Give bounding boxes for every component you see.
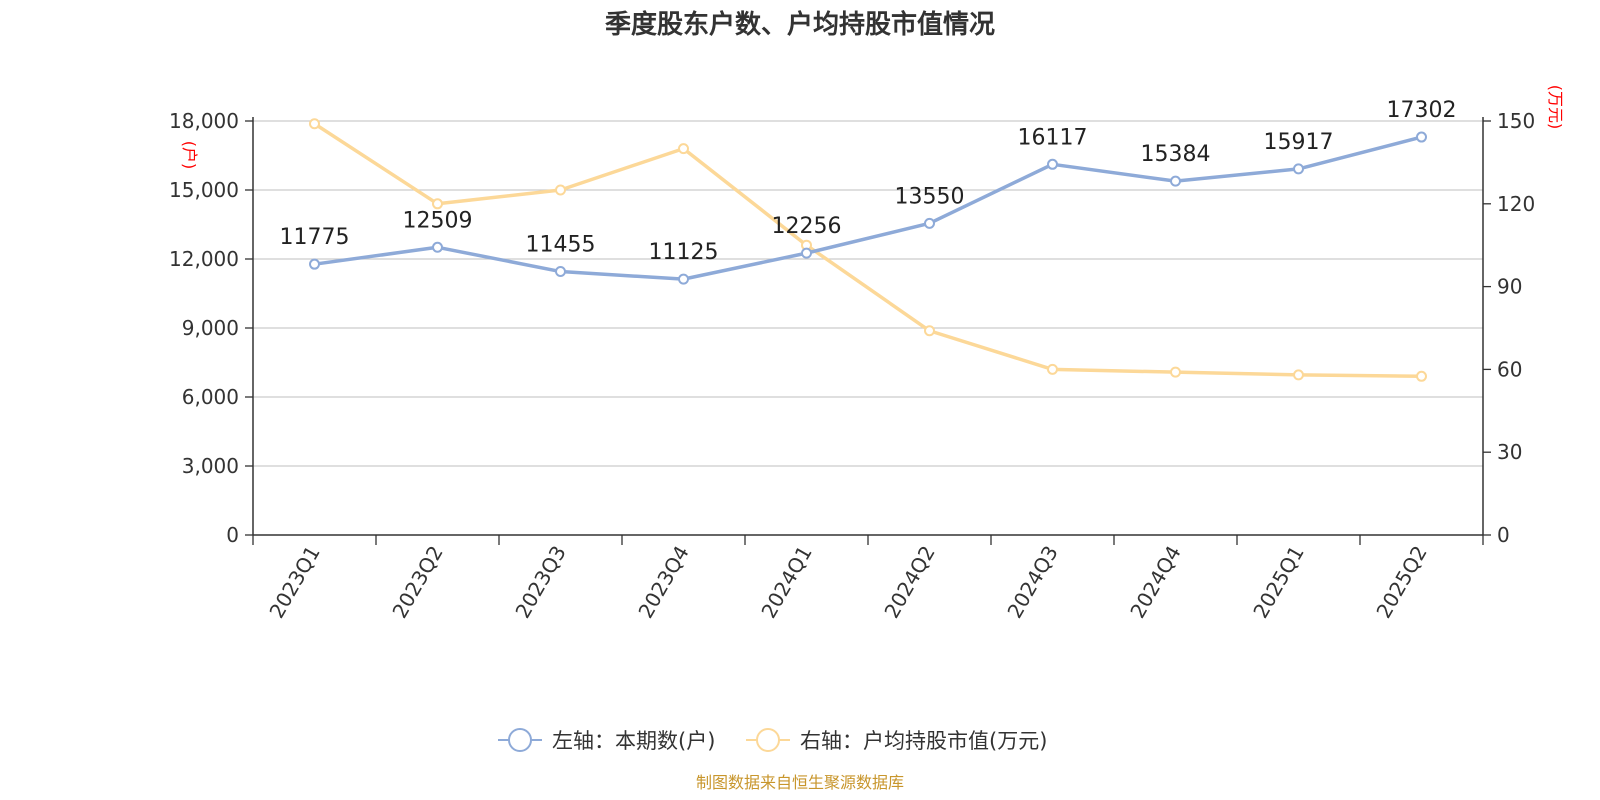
point-shareholder-count[interactable] bbox=[1170, 175, 1181, 187]
right-axis-tick-label: 150 bbox=[1497, 109, 1535, 133]
point-shareholder-count[interactable] bbox=[555, 266, 566, 278]
point-avg-market-value[interactable] bbox=[555, 184, 566, 196]
axes: 0 3,000 6,000 9,000 12,000 15,000 18,000 0 30 60 9… bbox=[169, 109, 1535, 622]
data-label: 16117 bbox=[1018, 125, 1088, 150]
point-shareholder-count[interactable] bbox=[1047, 158, 1058, 170]
data-label: 11775 bbox=[280, 225, 350, 250]
data-label: 15917 bbox=[1264, 130, 1334, 155]
legend-label[interactable]: 左轴：本期数(户) bbox=[552, 729, 715, 753]
x-axis-tick-label: 2025Q1 bbox=[1248, 542, 1308, 623]
grid-lines bbox=[253, 120, 1483, 467]
point-avg-market-value[interactable] bbox=[1047, 363, 1058, 375]
left-axis-tick-label: 15,000 bbox=[169, 178, 239, 202]
right-axis-unit: (万元) bbox=[1546, 85, 1565, 130]
point-avg-market-value[interactable] bbox=[432, 198, 443, 210]
legend-swatch-marker bbox=[756, 728, 780, 752]
data-label: 11455 bbox=[526, 233, 596, 258]
line-shareholder-count bbox=[314, 135, 1422, 281]
right-axis-tick-label: 120 bbox=[1497, 192, 1535, 216]
point-shareholder-count[interactable] bbox=[924, 217, 935, 229]
series-layer bbox=[309, 118, 1427, 382]
right-axis-tick-label: 30 bbox=[1497, 440, 1522, 464]
left-axis-tick-label: 18,000 bbox=[169, 109, 239, 133]
left-axis-tick-label: 12,000 bbox=[169, 247, 239, 271]
x-axis-tick-label: 2024Q1 bbox=[756, 542, 816, 623]
line-avg-market-value bbox=[313, 122, 1422, 379]
x-axis-tick-label: 2024Q2 bbox=[879, 542, 939, 623]
right-axis-tick-label: 60 bbox=[1497, 357, 1522, 381]
left-axis-tick-label: 9,000 bbox=[182, 316, 239, 340]
data-label: 12256 bbox=[772, 214, 842, 239]
point-avg-market-value[interactable] bbox=[678, 143, 689, 155]
legend-swatch-marker bbox=[508, 728, 532, 752]
data-label: 15384 bbox=[1141, 142, 1211, 167]
right-axis-tick-label: 90 bbox=[1497, 275, 1522, 299]
data-label: 11125 bbox=[649, 240, 719, 265]
point-avg-market-value[interactable] bbox=[924, 325, 935, 337]
x-axis-tick-label: 2023Q2 bbox=[387, 542, 447, 623]
point-shareholder-count[interactable] bbox=[1416, 131, 1427, 143]
point-avg-market-value[interactable] bbox=[1293, 369, 1304, 381]
x-axis-tick-label: 2023Q3 bbox=[510, 542, 570, 623]
x-axis-tick-label: 2025Q2 bbox=[1371, 542, 1431, 623]
x-axis-tick-label: 2024Q4 bbox=[1125, 542, 1185, 623]
x-axis-tick-label: 2024Q3 bbox=[1002, 542, 1062, 623]
point-shareholder-count[interactable] bbox=[432, 241, 443, 253]
data-label: 12509 bbox=[403, 208, 473, 233]
point-shareholder-count[interactable] bbox=[1293, 163, 1304, 175]
point-shareholder-count[interactable] bbox=[801, 247, 812, 259]
left-axis-tick-label: 0 bbox=[226, 523, 239, 547]
x-axis-tick-label: 2023Q4 bbox=[633, 542, 693, 623]
chart-title: 季度股东户数、户均持股市值情况 bbox=[605, 9, 995, 40]
point-avg-market-value[interactable] bbox=[309, 118, 320, 130]
legend-label[interactable]: 右轴：户均持股市值(万元) bbox=[800, 729, 1047, 753]
point-shareholder-count[interactable] bbox=[309, 258, 320, 270]
data-label: 17302 bbox=[1387, 98, 1457, 123]
left-axis-tick-label: 6,000 bbox=[182, 385, 239, 409]
right-axis-tick-label: 0 bbox=[1497, 523, 1510, 547]
source-note: 制图数据来自恒生聚源数据库 bbox=[696, 773, 904, 792]
legend[interactable]: 左轴：本期数(户) 右轴：户均持股市值(万元) bbox=[498, 728, 1047, 753]
point-shareholder-count[interactable] bbox=[678, 273, 689, 285]
data-labels: 11775 12509 11455 11125 12256 13550 16117 15384… bbox=[280, 98, 1457, 265]
point-avg-market-value[interactable] bbox=[1416, 370, 1427, 382]
left-axis-unit: (户) bbox=[180, 141, 199, 170]
data-label: 13550 bbox=[895, 184, 965, 209]
point-avg-market-value[interactable] bbox=[1170, 366, 1181, 378]
left-axis-tick-label: 3,000 bbox=[182, 454, 239, 478]
x-axis-tick-label: 2023Q1 bbox=[264, 542, 324, 623]
